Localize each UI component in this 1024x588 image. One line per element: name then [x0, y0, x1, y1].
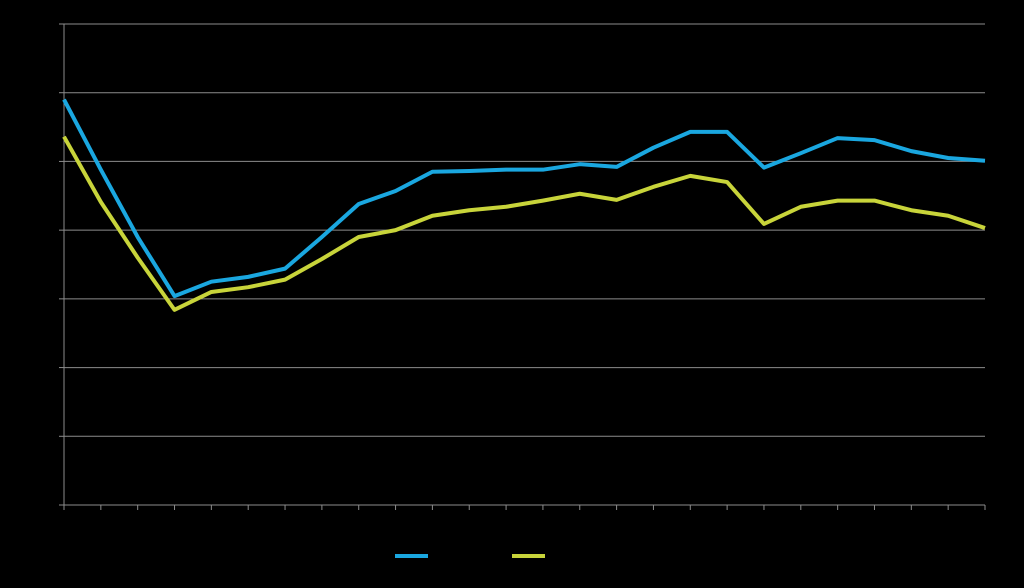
series-line: [62, 135, 986, 312]
series-line: [62, 98, 986, 299]
